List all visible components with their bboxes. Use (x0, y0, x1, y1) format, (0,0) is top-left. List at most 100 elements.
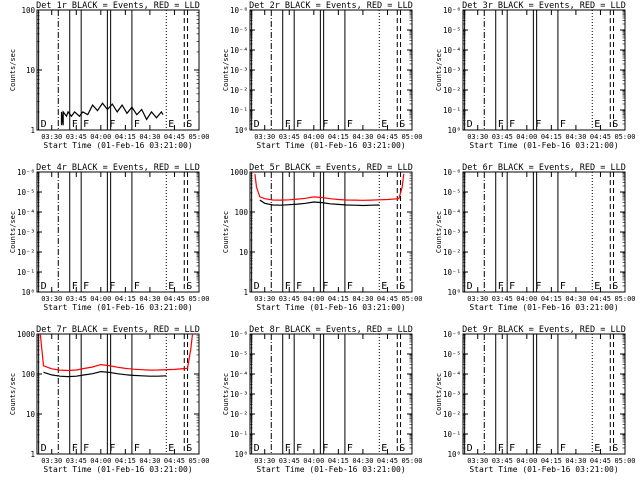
y-tick-label: 10⁻³ (230, 390, 248, 399)
event-marker-label: F (72, 281, 78, 292)
data-series-line (43, 370, 167, 378)
x-tick-label: 03:30 (41, 295, 62, 303)
event-marker-label: F (109, 443, 115, 454)
y-tick-label: 100 (234, 208, 248, 217)
y-axis-label: Counts/sec (435, 211, 443, 253)
y-tick-label: 1 (30, 126, 35, 135)
plot-frame (36, 333, 200, 455)
x-tick-label: 03:45 (492, 133, 513, 141)
plot-frame (462, 333, 626, 455)
x-tick-label: 05:00 (188, 295, 209, 303)
y-tick-label: 10⁻⁴ (443, 370, 461, 379)
chart-title: Det 5r BLACK = Events, RED = LLD (249, 163, 413, 173)
chart-panel: Det 6r BLACK = Events, RED = LLD 10⁰ 10⁻¹ 1… (435, 163, 636, 312)
event-marker-label: F (509, 281, 515, 292)
event-marker-label: F (134, 281, 140, 292)
x-axis-label: Start Time (01-Feb-16 03:21:00) (43, 465, 192, 474)
event-marker-label: F (285, 281, 291, 292)
plot-frame (36, 171, 200, 293)
chart-title: Det 4r BLACK = Events, RED = LLD (36, 163, 200, 173)
x-tick-label: 03:45 (279, 133, 300, 141)
y-tick-label: 10⁻⁶ (230, 6, 248, 15)
event-marker-label: F (347, 281, 353, 292)
event-marker-label: D (41, 119, 47, 130)
x-tick-label: 04:00 (303, 295, 324, 303)
y-tick-label: 10⁰ (234, 126, 248, 135)
y-tick-label: 1000 (230, 168, 249, 177)
y-tick-label: 10⁰ (447, 450, 461, 459)
y-tick-label: 10⁻⁶ (443, 6, 461, 15)
chart-title: Det 7r BLACK = Events, RED = LLD (36, 325, 200, 335)
y-tick-label: 10⁻² (443, 410, 461, 419)
event-marker-label: F (322, 119, 328, 130)
event-marker-label: E (594, 119, 600, 130)
event-marker-label: S (186, 281, 192, 292)
y-tick-label: 10⁻² (230, 410, 248, 419)
y-tick-label: 10⁻⁶ (443, 168, 461, 177)
event-marker-label: F (535, 281, 541, 292)
event-marker-label: D (41, 443, 47, 454)
y-axis-label: Counts/sec (222, 49, 230, 91)
x-tick-label: 03:30 (467, 133, 488, 141)
x-tick-label: 04:45 (377, 295, 398, 303)
chart-title: Det 8r BLACK = Events, RED = LLD (249, 325, 413, 335)
x-tick-label: 04:30 (352, 295, 373, 303)
plot-frame (462, 9, 626, 131)
y-tick-label: 10⁻⁶ (443, 330, 461, 339)
x-axis-label: Start Time (01-Feb-16 03:21:00) (43, 303, 192, 312)
x-tick-label: 03:30 (254, 133, 275, 141)
event-marker-label: S (399, 119, 405, 130)
event-marker-label: F (134, 443, 140, 454)
event-marker-label: F (322, 281, 328, 292)
x-tick-label: 04:30 (139, 457, 160, 465)
x-tick-label: 03:45 (279, 457, 300, 465)
x-tick-label: 05:00 (188, 457, 209, 465)
y-tick-label: 100 (21, 6, 35, 15)
y-tick-label: 10⁻⁵ (443, 26, 461, 35)
x-tick-label: 04:45 (164, 457, 185, 465)
x-axis-label: Start Time (01-Feb-16 03:21:00) (469, 465, 618, 474)
y-tick-label: 10⁻¹ (443, 430, 461, 439)
event-marker-label: F (285, 443, 291, 454)
x-tick-label: 04:30 (139, 133, 160, 141)
chart-panel: Det 9r BLACK = Events, RED = LLD 10⁰ 10⁻¹ 1… (435, 325, 636, 474)
y-tick-label: 10⁰ (447, 126, 461, 135)
chart-title: Det 2r BLACK = Events, RED = LLD (249, 1, 413, 11)
y-tick-label: 10⁰ (21, 288, 35, 297)
x-axis-label: Start Time (01-Feb-16 03:21:00) (469, 141, 618, 150)
chart-panel: Det 8r BLACK = Events, RED = LLD 10⁰ 10⁻¹ 1… (222, 325, 423, 474)
x-tick-label: 04:00 (516, 457, 537, 465)
x-tick-label: 04:45 (164, 295, 185, 303)
plot-frame (249, 171, 413, 293)
event-marker-label: F (535, 443, 541, 454)
x-tick-label: 03:45 (492, 295, 513, 303)
data-series-line (259, 199, 380, 207)
event-marker-label: E (381, 281, 387, 292)
event-marker-label: F (134, 119, 140, 130)
y-tick-label: 10⁻¹ (443, 106, 461, 115)
x-tick-label: 03:45 (66, 295, 87, 303)
y-tick-label: 1 (30, 450, 35, 459)
x-tick-label: 04:00 (90, 295, 111, 303)
y-tick-label: 10 (26, 410, 36, 419)
event-marker-label: D (41, 281, 47, 292)
chart-panel: Det 3r BLACK = Events, RED = LLD 10⁰ 10⁻¹ 1… (435, 1, 636, 150)
y-tick-label: 10⁻² (443, 248, 461, 257)
y-tick-label: 10⁻³ (443, 66, 461, 75)
y-axis-label: Counts/sec (9, 211, 17, 253)
event-marker-label: F (109, 281, 115, 292)
x-tick-label: 04:00 (90, 457, 111, 465)
y-axis-label: Counts/sec (435, 49, 443, 91)
y-tick-label: 10⁻⁵ (17, 188, 35, 197)
event-marker-label: F (322, 443, 328, 454)
event-marker-label: S (612, 119, 618, 130)
x-tick-label: 04:15 (541, 295, 562, 303)
x-tick-label: 05:00 (188, 133, 209, 141)
x-tick-label: 04:45 (377, 457, 398, 465)
plot-frame (249, 9, 413, 131)
x-tick-label: 05:00 (614, 457, 635, 465)
chart-title: Det 1r BLACK = Events, RED = LLD (36, 1, 200, 11)
y-tick-label: 10⁻³ (443, 390, 461, 399)
event-marker-label: F (83, 281, 89, 292)
event-marker-label: F (560, 443, 566, 454)
